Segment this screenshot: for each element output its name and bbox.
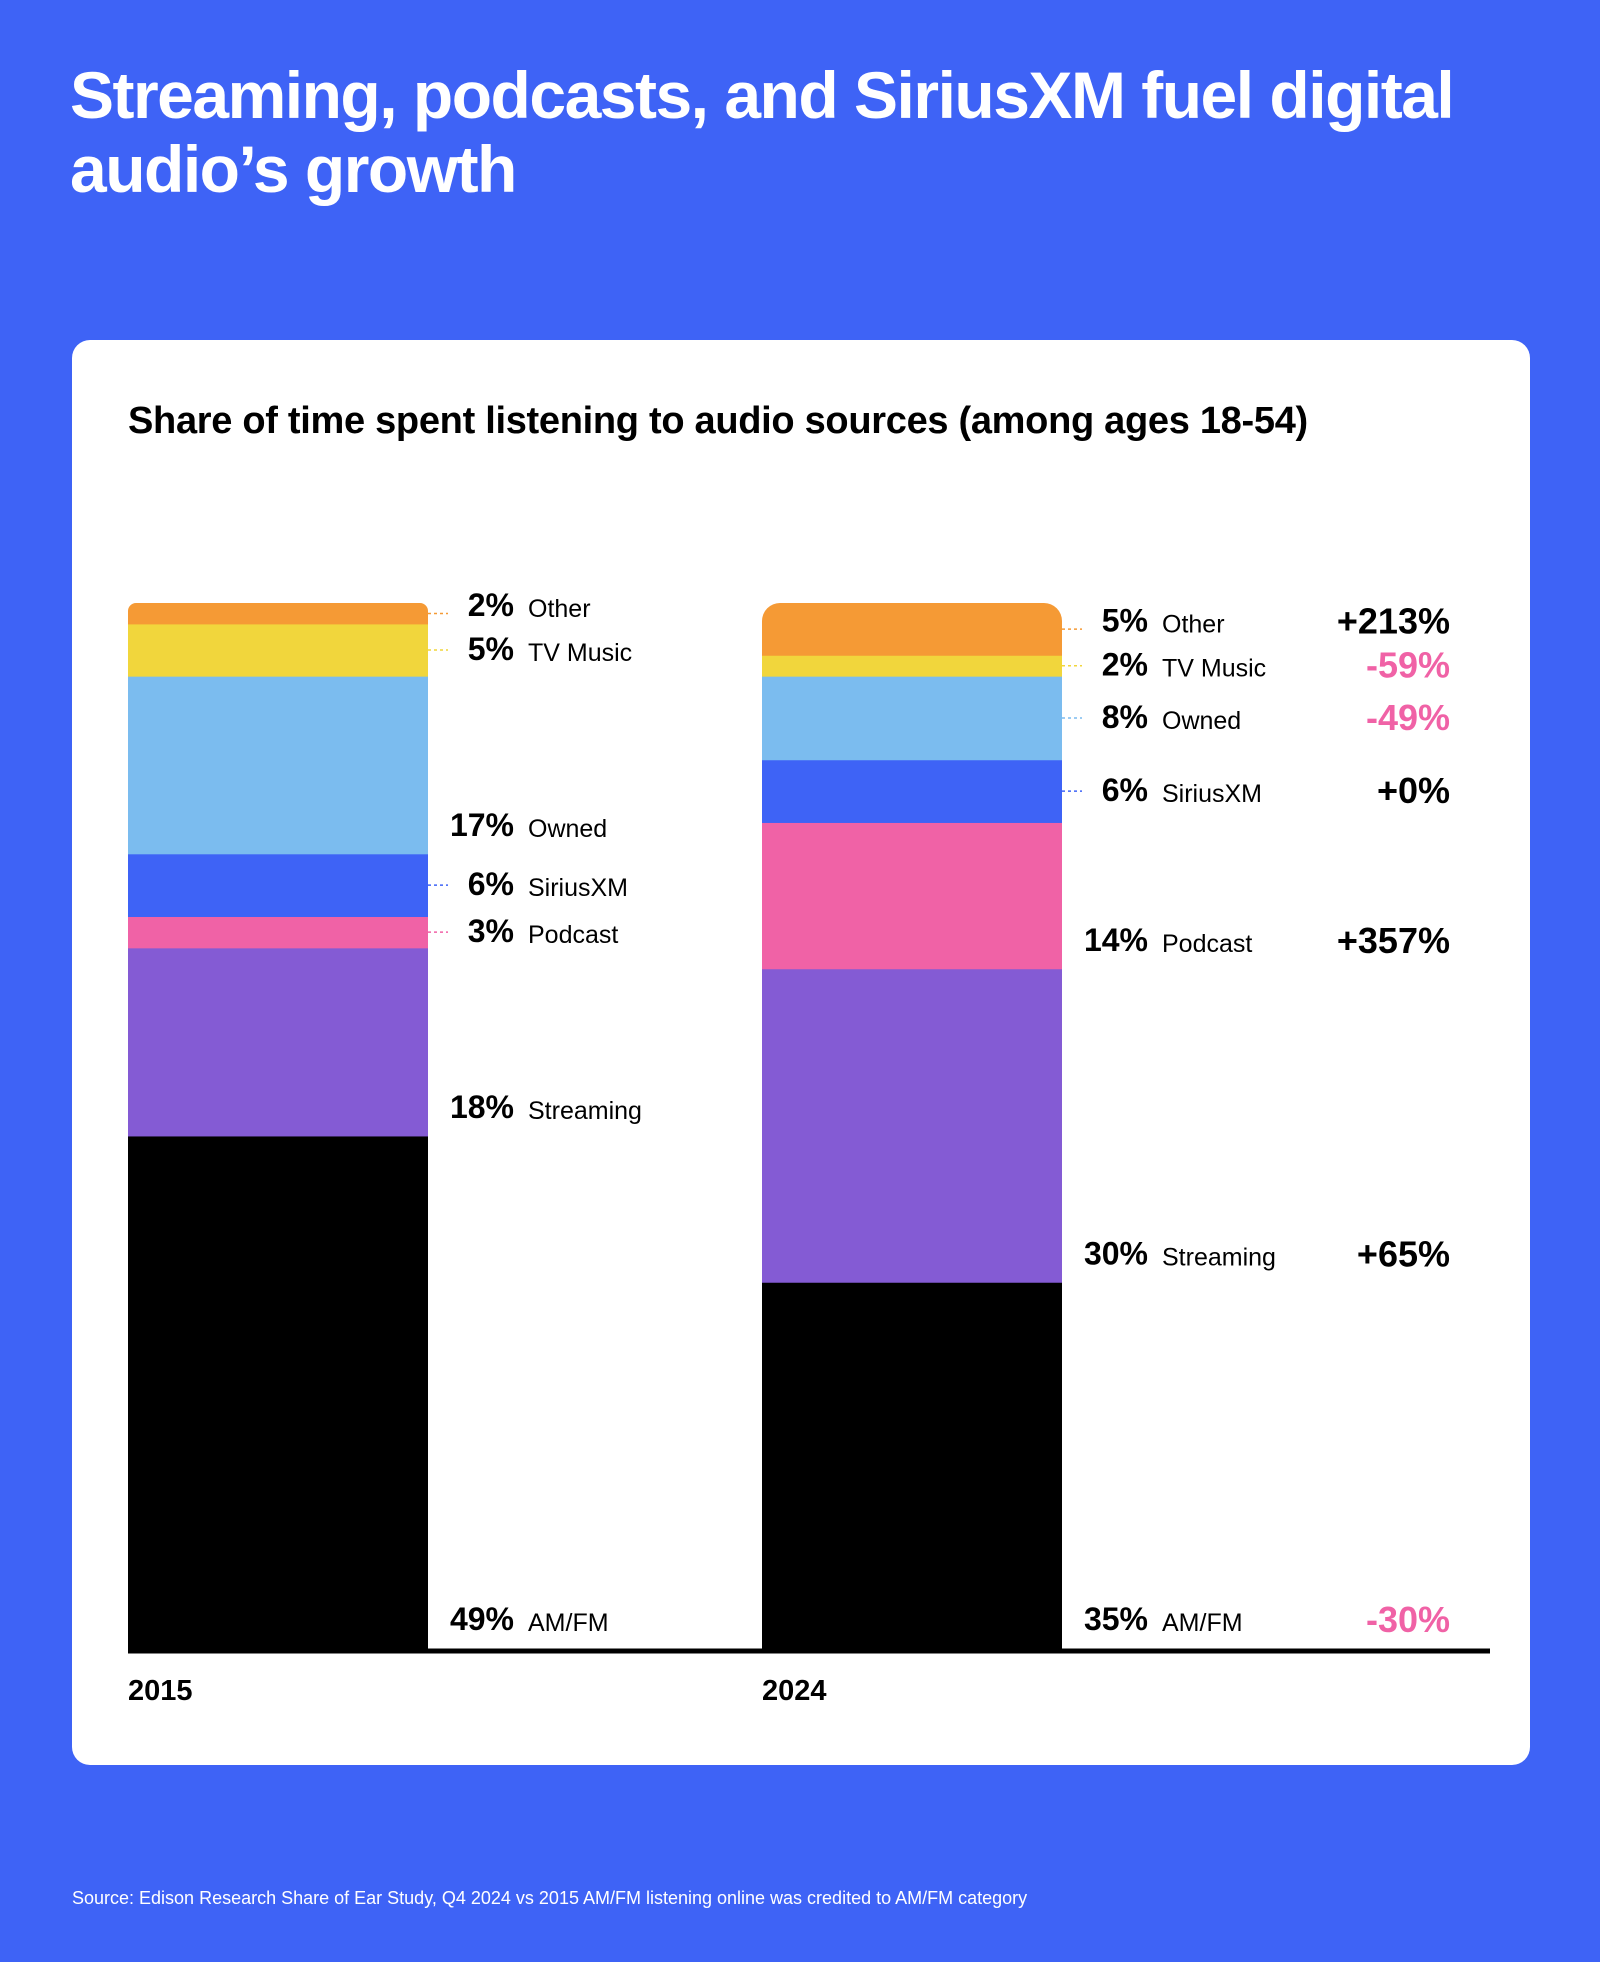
value-label-streaming-2015: 18% [450,1089,514,1125]
value-label-tv-music-2024: 2% [1102,647,1148,683]
change-label-tv-music: -59% [1366,645,1450,686]
x-tick-label-2024: 2024 [762,1675,827,1707]
value-label-am-fm-2024: 35% [1084,1601,1148,1637]
series-label-streaming-2015: Streaming [528,1097,642,1125]
stacked-bar-chart: 49% AM/FM 18% Streaming 3% Podcast 6% SiriusXM 1… [128,587,1490,1707]
bar-segment-owned-2015 [128,676,428,855]
bar-segment-am-fm-2015 [128,1135,428,1649]
source-note: Source: Edison Research Share of Ear Stu… [72,1888,1028,1908]
bar-segment-other-2024 [762,603,1062,656]
series-label-owned-2015: Owned [528,815,607,843]
change-label-streaming: +65% [1357,1233,1450,1274]
change-label-am-fm: -30% [1366,1599,1450,1640]
series-label-streaming-2024: Streaming [1162,1243,1276,1271]
headline: Streaming, podcasts, and SiriusXM fuel d… [70,58,1455,206]
value-label-owned-2015: 17% [450,807,514,843]
bar-segment-tv-music-2015 [128,623,428,677]
chart-card: Share of time spent listening to audio s… [72,340,1530,1765]
value-label-siriusxm-2015: 6% [468,866,514,902]
value-label-tv-music-2015: 5% [468,631,514,667]
series-label-am-fm-2024: AM/FM [1162,1609,1243,1637]
x-tick-label-2015: 2015 [128,1675,193,1707]
value-label-am-fm-2015: 49% [450,1601,514,1637]
series-label-owned-2024: Owned [1162,707,1241,735]
bar-segment-siriusxm-2024 [762,759,1062,823]
bar-segment-streaming-2015 [128,947,428,1137]
series-label-tv-music-2015: TV Music [528,639,632,667]
bar-segment-am-fm-2024 [762,1282,1062,1649]
value-label-other-2024: 5% [1102,603,1148,639]
value-label-streaming-2024: 30% [1084,1235,1148,1271]
bar-segment-owned-2024 [762,676,1062,761]
change-label-podcast: +357% [1337,920,1450,961]
series-label-tv-music-2024: TV Music [1162,655,1266,683]
series-label-other-2015: Other [528,595,591,623]
series-label-siriusxm-2024: SiriusXM [1162,780,1262,808]
bar-segment-siriusxm-2015 [128,853,428,917]
chart-title: Share of time spent listening to audio s… [128,400,1308,442]
value-label-podcast-2015: 3% [468,913,514,949]
bar-segment-tv-music-2024 [762,655,1062,677]
series-label-podcast-2024: Podcast [1162,930,1252,958]
series-label-other-2024: Other [1162,611,1225,639]
series-label-podcast-2015: Podcast [528,921,618,949]
value-label-siriusxm-2024: 6% [1102,772,1148,808]
change-label-siriusxm: +0% [1377,770,1450,811]
series-label-siriusxm-2015: SiriusXM [528,874,628,902]
bar-segment-other-2015 [128,603,428,625]
series-label-am-fm-2015: AM/FM [528,1609,609,1637]
bar-segment-podcast-2024 [762,822,1062,970]
value-label-owned-2024: 8% [1102,699,1148,735]
bar-segment-streaming-2024 [762,968,1062,1283]
bar-segment-podcast-2015 [128,916,428,949]
change-label-owned: -49% [1366,697,1450,738]
value-label-other-2015: 2% [468,587,514,623]
change-label-other: +213% [1337,601,1450,642]
value-label-podcast-2024: 14% [1084,922,1148,958]
